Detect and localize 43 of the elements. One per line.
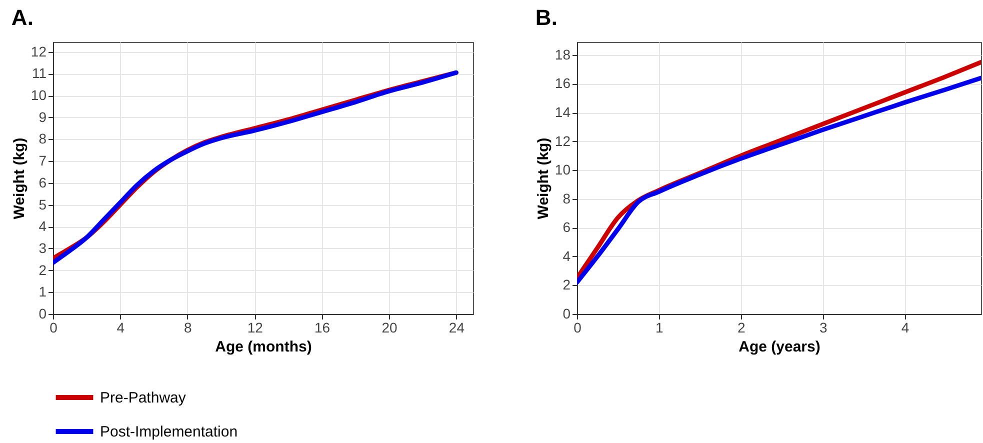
y-tick-label: 16 xyxy=(554,75,571,92)
y-tick-label: 11 xyxy=(32,65,47,82)
x-tick-label: 3 xyxy=(819,320,828,336)
x-tick-label: 0 xyxy=(574,320,582,336)
legend-label: Pre-Pathway xyxy=(100,390,186,406)
y-tick-label: 10 xyxy=(554,162,571,178)
y-tick-label: 6 xyxy=(38,174,47,190)
y-tick-label: 12 xyxy=(30,43,47,60)
x-axis-title: Age (years) xyxy=(738,338,820,356)
y-tick-label: 2 xyxy=(38,262,47,278)
x-tick-label: 0 xyxy=(50,320,58,336)
y-tick-label: 0 xyxy=(38,306,47,322)
y-tick-label: 4 xyxy=(38,218,47,234)
y-tick-label: 3 xyxy=(38,240,47,256)
y-tick-label: 2 xyxy=(562,276,571,293)
y-tick-label: 0 xyxy=(562,306,571,322)
y-tick-label: 7 xyxy=(38,152,47,169)
chart-title: A. xyxy=(11,5,34,30)
y-tick-label: 12 xyxy=(554,132,571,149)
y-tick-label: 6 xyxy=(562,219,571,236)
y-axis-title: Weight (kg) xyxy=(534,138,552,220)
x-axis-title: Age (months) xyxy=(215,338,312,356)
x-tick-label: 16 xyxy=(314,320,330,336)
x-tick-label: 4 xyxy=(901,320,910,336)
y-tick-label: 8 xyxy=(38,130,47,147)
y-tick-label: 9 xyxy=(38,108,47,125)
legend-label: Post-Implementation xyxy=(100,424,238,440)
y-tick-label: 10 xyxy=(30,87,47,104)
chart-title: B. xyxy=(535,5,558,30)
y-tick-label: 18 xyxy=(554,46,571,62)
y-tick-label: 4 xyxy=(562,248,571,264)
y-axis-title: Weight (kg) xyxy=(10,138,28,220)
x-tick-label: 24 xyxy=(448,320,465,336)
y-tick-label: 8 xyxy=(562,190,571,206)
x-tick-label: 12 xyxy=(247,320,264,336)
x-tick-label: 20 xyxy=(382,320,398,336)
x-tick-label: 8 xyxy=(184,320,192,336)
y-tick-label: 14 xyxy=(554,104,571,120)
y-tick-label: 1 xyxy=(38,284,47,300)
y-tick-label: 5 xyxy=(38,196,47,212)
x-tick-label: 2 xyxy=(737,320,746,336)
x-tick-label: 4 xyxy=(116,320,125,336)
x-tick-label: 1 xyxy=(656,320,664,336)
